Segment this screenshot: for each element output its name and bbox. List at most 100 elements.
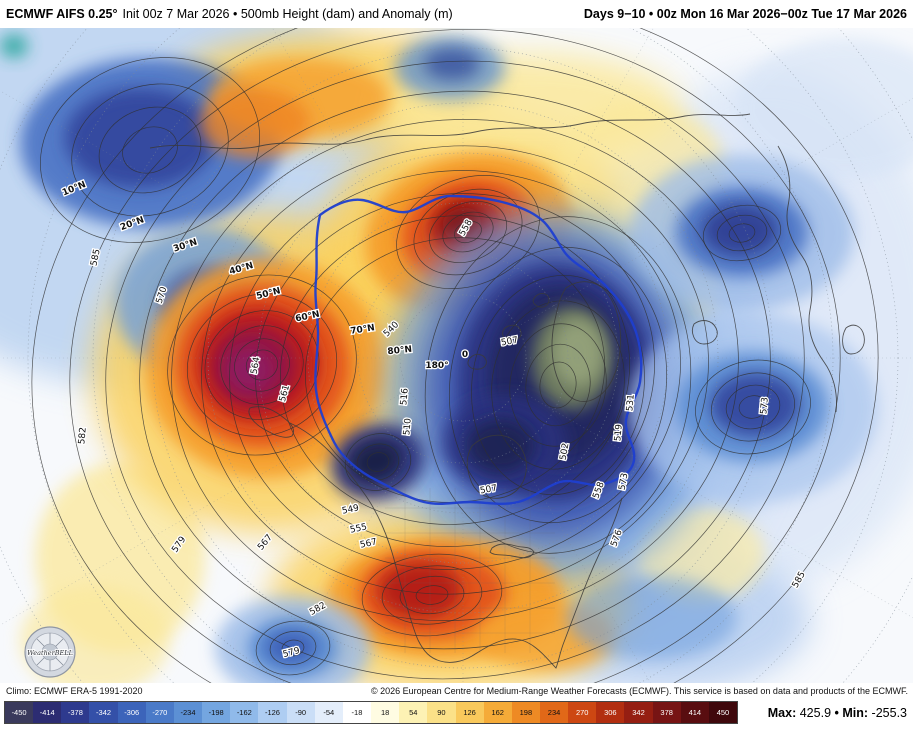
contour-label: 564 <box>250 356 263 375</box>
contour-label: 573 <box>759 397 770 415</box>
meridian-line <box>0 389 409 626</box>
height-contour <box>366 452 390 472</box>
height-contour <box>201 145 709 595</box>
meridian-line <box>0 90 409 327</box>
colorbar-cell: 198 <box>511 702 540 723</box>
anomaly-shading-blob <box>567 576 737 660</box>
title-bar: ECMWF AIFS 0.25° Init 00z 7 Mar 2026 • 50… <box>0 0 913 28</box>
colorbar-cell: -234 <box>173 702 203 723</box>
height-contour <box>105 60 805 680</box>
logo-globe <box>41 643 59 661</box>
arctic-islands <box>467 293 550 370</box>
height-contour <box>728 223 756 243</box>
latitude-circle <box>92 28 834 683</box>
colorbar-cell: -18 <box>342 702 372 723</box>
product-subtitle: Init 00z 7 Mar 2026 • 500mb Height (dam)… <box>122 7 453 21</box>
contour-label: 573 <box>618 472 631 491</box>
height-contour <box>234 338 290 392</box>
max-min-readout: Max: 425.9 • Min: -255.3 <box>768 706 907 720</box>
contour-label: 549 <box>341 503 360 516</box>
height-contour <box>491 300 625 470</box>
contour-label: 502 <box>559 442 572 461</box>
latitude-circle <box>207 102 719 614</box>
anomaly-shading-blob <box>552 319 604 387</box>
max-value: 425.9 <box>799 706 832 720</box>
height-contour <box>539 361 577 409</box>
height-contour <box>281 639 305 657</box>
height-contour <box>396 175 540 289</box>
meridian-line <box>494 412 651 683</box>
product-title: ECMWF AIFS 0.25° Init 00z 7 Mar 2026 • 50… <box>6 7 453 21</box>
graticule-label: 80°N <box>387 345 412 358</box>
contour-label: 507 <box>500 336 519 349</box>
contour-label: 519 <box>613 424 624 442</box>
coastline-greenland <box>551 281 621 402</box>
colorbar-cell: -414 <box>33 702 62 723</box>
height-contour <box>702 204 782 262</box>
colorbar-cell: -54 <box>314 702 343 723</box>
height-contour <box>229 170 681 570</box>
meridian-line <box>272 28 432 304</box>
contour-label: 516 <box>399 388 410 406</box>
colorbar-cell: 18 <box>371 702 400 723</box>
contour-label: 582 <box>77 427 88 445</box>
min-label: Min: <box>842 706 869 720</box>
height-contour <box>122 126 178 174</box>
latitude-circle <box>357 252 569 464</box>
anomaly-colorbar: -450 -414 -378 -342 -306 -270 -234 -198 -162 -126… <box>4 701 738 724</box>
height-contour <box>738 395 768 419</box>
contour-label: 510 <box>402 418 413 436</box>
colorbar-cell: 234 <box>539 702 569 723</box>
coastline-north-america <box>289 422 623 669</box>
anomaly-shading-blob <box>702 204 778 256</box>
model-name: ECMWF AIFS 0.25° <box>6 7 118 21</box>
colorbar-cell: 342 <box>624 702 653 723</box>
height-contour <box>98 106 202 194</box>
latitude-circle <box>399 294 527 422</box>
stats-separator: • <box>834 706 839 720</box>
anomaly-shading-blob <box>378 562 462 618</box>
weatherbell-logo: WeatherBELL <box>24 626 76 678</box>
colorbar-cell: 450 <box>708 702 738 723</box>
colorbar-cell: -198 <box>202 702 231 723</box>
latitude-circle <box>27 28 899 683</box>
height-contour <box>71 83 229 217</box>
height-contour <box>710 372 796 442</box>
height-contour <box>69 29 841 683</box>
height-contour <box>716 214 768 252</box>
colorbar-cell: 378 <box>652 702 681 723</box>
height-contour <box>220 325 304 405</box>
graticule-label: 180° <box>425 361 448 371</box>
colorbar-cell: -342 <box>89 702 118 723</box>
anomaly-map-canvas: 5855705825795645615585405165105075075025… <box>0 28 913 683</box>
latitude-circle <box>257 152 669 564</box>
height-contour <box>448 246 668 524</box>
meridian-line <box>517 97 913 327</box>
height-contour <box>509 323 607 447</box>
height-contour <box>255 620 331 676</box>
contour-label: 531 <box>625 394 636 412</box>
colorbar-cell: 162 <box>483 702 512 723</box>
colorbar-cell: 54 <box>399 702 428 723</box>
anomaly-shading-blob <box>65 88 215 188</box>
highlighted-height-contour <box>314 194 643 505</box>
coastline-uk <box>842 324 865 355</box>
height-contour <box>186 293 338 437</box>
max-label: Max: <box>767 706 797 720</box>
coastline-hudson-bay <box>466 434 527 499</box>
colorbar-cell: -90 <box>286 702 315 723</box>
colorbar-cell: 90 <box>427 702 456 723</box>
height-contour <box>381 565 483 625</box>
height-contour <box>399 575 465 615</box>
coastline-siberia <box>149 113 751 149</box>
colorbar-cell: -162 <box>230 702 259 723</box>
height-contour <box>204 310 320 420</box>
height-contour <box>454 220 482 244</box>
colorbar-cell: 306 <box>596 702 625 723</box>
min-value: -255.3 <box>871 706 907 720</box>
climo-attribution: Climo: ECMWF ERA-5 1991-2020 <box>6 686 143 696</box>
height-contour <box>424 216 692 554</box>
colorbar-cell: 414 <box>680 702 709 723</box>
colorbar-cell: 270 <box>568 702 597 723</box>
colorbar-cell: -126 <box>258 702 287 723</box>
